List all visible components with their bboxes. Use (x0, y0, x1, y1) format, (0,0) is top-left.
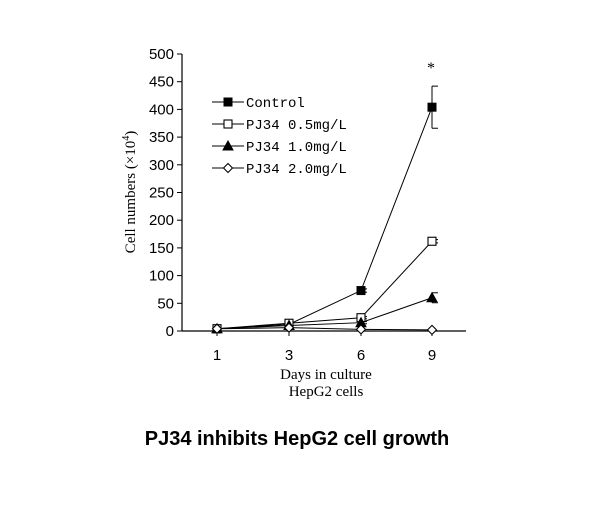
y-tick-label: 350 (149, 129, 174, 146)
x-tick-label: 9 (428, 347, 436, 364)
legend-item-1: Control (212, 96, 305, 112)
y-tick-label: 200 (149, 212, 174, 229)
chart-axes (181, 54, 466, 332)
legend-label: Control (246, 96, 305, 112)
legend-marker (223, 119, 233, 129)
series-2 (212, 236, 438, 334)
y-tick-label: 100 (149, 268, 174, 285)
legend-label: PJ34 1.0mg/L (246, 140, 347, 156)
data-point (283, 322, 295, 333)
figure-caption: PJ34 inhibits HepG2 cell growth (144, 428, 450, 450)
growth-chart: 0 50 100 150 200 250 300 350 400 450 500 1 3 6 9 Cont… (121, 46, 466, 400)
significance-asterisk: * (427, 60, 435, 77)
y-tick-label: 250 (149, 185, 174, 202)
y-tick-label: 150 (149, 240, 174, 257)
y-tick-label: 0 (166, 323, 174, 340)
legend-label: PJ34 0.5mg/L (246, 118, 347, 134)
data-point (355, 324, 367, 335)
data-point (426, 291, 438, 303)
x-axis-sublabel: HepG2 cells (289, 384, 364, 400)
data-point (426, 324, 438, 336)
x-axis-label: Days in culture (280, 367, 372, 383)
data-point (356, 286, 366, 296)
data-point (211, 323, 223, 335)
x-tick-label: 6 (357, 347, 365, 364)
series-group (211, 85, 438, 336)
data-point (427, 102, 437, 112)
y-ticks: 0 50 100 150 200 250 300 350 400 450 500 (149, 46, 182, 340)
y-tick-label: 50 (157, 295, 174, 312)
legend-marker (222, 162, 234, 174)
legend-item-2: PJ34 0.5mg/L (212, 118, 347, 134)
legend-label: PJ34 2.0mg/L (246, 162, 347, 178)
series-line (216, 297, 433, 330)
y-tick-label: 450 (149, 74, 174, 91)
legend-item-3: PJ34 1.0mg/L (212, 139, 347, 156)
legend-marker (223, 97, 233, 107)
legend-item-4: PJ34 2.0mg/L (212, 162, 347, 178)
series-line (216, 327, 433, 331)
y-axis-label-prefix: Cell numbers (×10 (123, 141, 139, 254)
data-point (427, 236, 437, 246)
legend-marker (222, 139, 234, 151)
series-line (216, 240, 433, 330)
y-tick-label: 400 (149, 101, 174, 118)
series-line (216, 107, 433, 330)
x-ticks: 1 3 6 9 (213, 331, 436, 364)
legend: Control PJ34 0.5mg/L PJ34 1.0mg/L PJ34 2.0m… (212, 96, 347, 178)
x-tick-label: 1 (213, 347, 221, 364)
y-axis-label: Cell numbers (×104) (121, 131, 139, 254)
series-4 (211, 322, 438, 336)
y-tick-label: 300 (149, 157, 174, 174)
y-axis-label-exponent: 4 (121, 136, 132, 141)
x-tick-label: 3 (285, 347, 293, 364)
y-tick-label: 500 (149, 46, 174, 63)
y-axis-label-suffix: ) (123, 131, 139, 136)
